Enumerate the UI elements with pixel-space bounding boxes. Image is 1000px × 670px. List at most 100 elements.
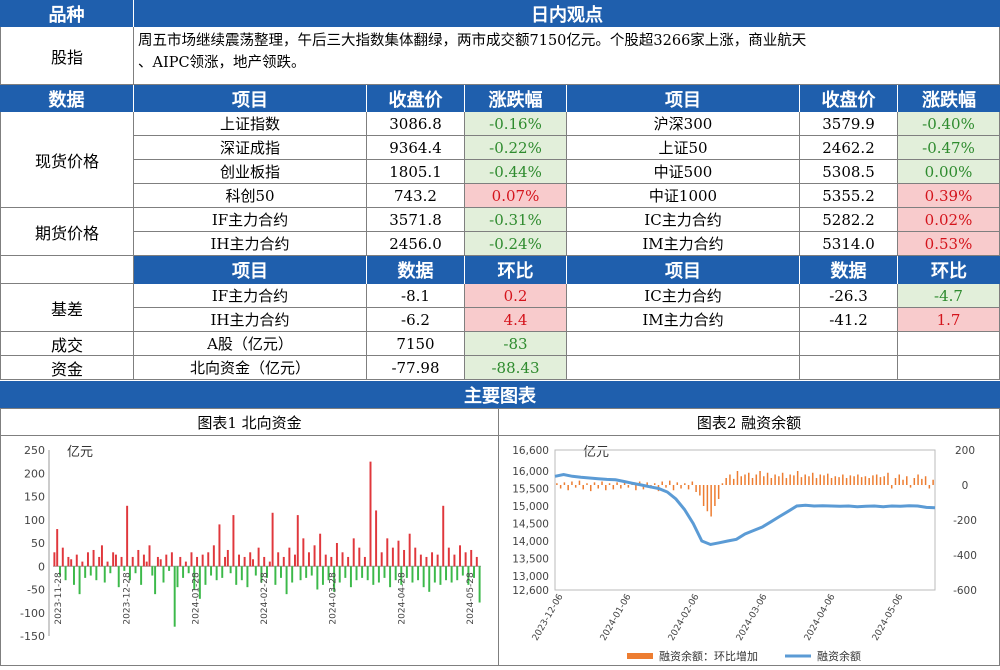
table-cell-close: 9364.4 <box>367 136 465 160</box>
bar <box>274 566 277 585</box>
bar <box>176 566 179 588</box>
bar <box>887 472 889 485</box>
bar <box>789 474 791 485</box>
bar <box>815 478 818 485</box>
bar <box>344 566 347 578</box>
bar <box>646 482 648 485</box>
capital-label: 资金 <box>0 356 134 380</box>
bar <box>210 566 213 576</box>
bar <box>162 566 165 583</box>
northbound-chart: 亿元 250 200 150 100 50 0 -50 -100 -150 2023-11-28 20… <box>20 444 481 643</box>
basis-header-mom-left: 环比 <box>465 256 567 284</box>
basis-header-item-right: 项目 <box>567 256 800 284</box>
bar <box>898 474 901 485</box>
bar <box>397 540 400 567</box>
bar <box>823 475 825 485</box>
bar <box>459 545 461 567</box>
price-header-item-left: 项目 <box>134 85 367 112</box>
bar <box>740 476 742 485</box>
table-cell-close: 5308.5 <box>800 160 898 184</box>
bar <box>299 566 302 581</box>
bar <box>842 474 844 485</box>
bar <box>377 566 380 583</box>
bar <box>316 566 319 590</box>
bar <box>106 561 109 567</box>
table-cell-mom: 4.4 <box>465 308 567 332</box>
bar <box>830 478 833 485</box>
bar <box>932 479 934 485</box>
basis-header-mom-right: 环比 <box>898 256 1000 284</box>
bar <box>605 485 607 491</box>
y-left-tick-label: 13,500 <box>512 554 549 566</box>
y-tick-label: -150 <box>20 630 45 643</box>
bar <box>721 483 724 485</box>
bar <box>616 482 618 485</box>
bar <box>796 471 799 485</box>
y-left-tick-label: 16,600 <box>512 445 549 457</box>
y-right-tick-label: -400 <box>953 550 977 562</box>
bar <box>676 482 679 485</box>
bar <box>620 485 622 489</box>
bar <box>586 483 588 485</box>
table-cell-data: -77.98 <box>367 356 465 380</box>
table-cell-mom: -4.7 <box>898 284 1000 308</box>
y-left-tick-label: 12,600 <box>512 585 549 597</box>
bar <box>849 475 852 485</box>
bar <box>330 556 333 567</box>
bar <box>593 482 596 485</box>
bar <box>928 485 931 489</box>
bar <box>319 533 322 567</box>
futures-price-label: 期货价格 <box>0 208 134 256</box>
x-tick-label: 2024-05-06 <box>871 592 906 643</box>
bar <box>145 561 148 567</box>
bar <box>687 485 690 490</box>
x-tick-label: 2024-02-28 <box>260 572 270 625</box>
series-line <box>554 472 936 547</box>
bar <box>375 510 378 567</box>
table-cell-change: -0.16% <box>465 112 567 136</box>
bar <box>207 552 210 567</box>
bar <box>461 566 464 576</box>
bar <box>627 485 630 488</box>
bar <box>475 556 478 567</box>
bar <box>759 471 761 485</box>
commentary-line-1: 周五市场继续震荡整理，午后三大指数集体翻绿，两市成交额7150亿元。个股超326… <box>138 33 807 49</box>
bar <box>827 473 829 485</box>
volume-label: 成交 <box>0 332 134 356</box>
bar <box>442 505 445 567</box>
table-cell-close: 2456.0 <box>367 232 465 256</box>
y-right-tick-label: -200 <box>953 515 977 527</box>
table-cell-change: -0.22% <box>465 136 567 160</box>
bar <box>857 474 859 485</box>
bar <box>212 545 215 567</box>
chart1-title: 图表1 北向资金 <box>1 409 498 436</box>
bar <box>872 475 874 485</box>
bar <box>470 549 473 567</box>
bar <box>84 566 87 578</box>
bar <box>804 474 806 485</box>
bar <box>669 480 671 485</box>
bar <box>70 559 73 567</box>
bar <box>218 524 221 567</box>
bar <box>766 472 769 485</box>
bar <box>403 549 406 567</box>
bar <box>478 566 481 603</box>
y-left-tick-label: 15,000 <box>512 501 549 513</box>
bar <box>280 566 282 578</box>
bar <box>235 566 238 585</box>
bar <box>254 566 257 576</box>
table-cell-change: 0.02% <box>898 208 1000 232</box>
bar <box>710 485 712 517</box>
bar <box>714 485 716 506</box>
bar <box>221 566 224 578</box>
bar <box>240 566 243 581</box>
bar <box>556 483 558 485</box>
bar <box>414 547 417 567</box>
price-header-close-left: 收盘价 <box>367 85 465 112</box>
bar <box>266 566 268 578</box>
bar <box>800 477 803 485</box>
bar <box>338 566 341 583</box>
bar <box>394 566 397 581</box>
bar <box>363 556 366 567</box>
table-cell-item: 上证指数 <box>134 112 367 136</box>
